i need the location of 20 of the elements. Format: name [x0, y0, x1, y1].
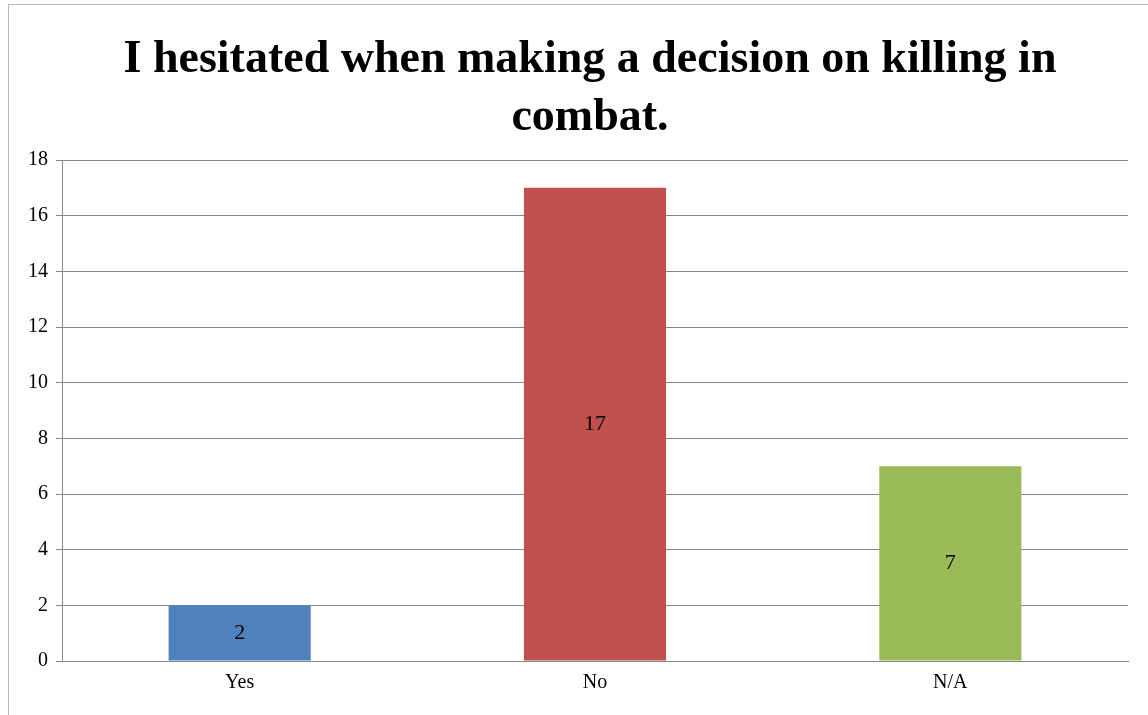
- y-tick-label: 2: [38, 592, 48, 615]
- x-tick-label: N/A: [933, 670, 969, 693]
- x-tick-label: Yes: [225, 670, 255, 693]
- x-tick-label: No: [582, 670, 608, 693]
- bar: [879, 466, 1022, 661]
- y-tick-label: 16: [28, 202, 48, 225]
- y-tick-label: 0: [38, 648, 48, 671]
- data-label: 7: [944, 549, 956, 575]
- bar: [523, 187, 667, 661]
- y-tick-label: 12: [28, 314, 48, 337]
- bar: [168, 605, 311, 661]
- y-tick-label: 10: [28, 369, 48, 392]
- y-tick-label: 6: [38, 481, 48, 504]
- y-tick-label: 14: [28, 258, 48, 281]
- data-label: 2: [234, 618, 246, 644]
- y-tick-label: 8: [38, 425, 48, 448]
- data-label: 17: [584, 409, 606, 435]
- y-tick-label: 4: [38, 536, 48, 559]
- y-tick-label: 18: [28, 147, 48, 170]
- chart-title: I hesitated when making a decision on killing in combat.: [122, 30, 1058, 142]
